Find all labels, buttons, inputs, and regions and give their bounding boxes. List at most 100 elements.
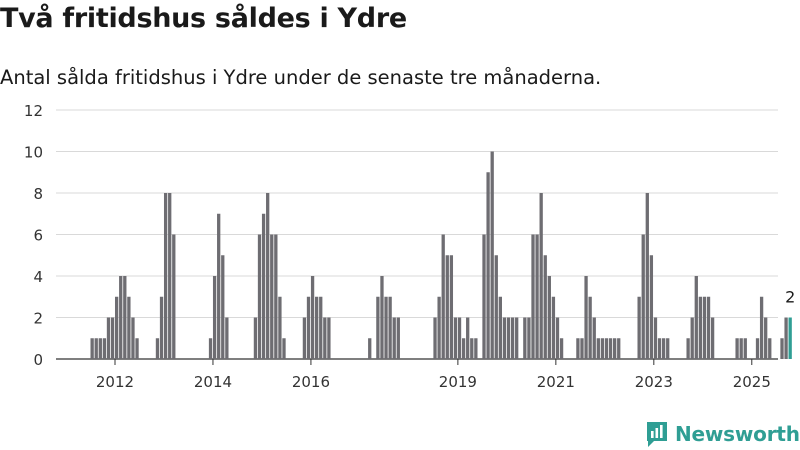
bar: [486, 172, 490, 359]
bar: [114, 296, 119, 359]
bar: [502, 317, 507, 359]
bar: [319, 296, 323, 359]
x-tick-label: 2019: [439, 373, 477, 391]
bar: [588, 296, 592, 359]
bar: [261, 213, 266, 359]
bar: [135, 338, 139, 359]
bar: [433, 317, 437, 359]
bar: [735, 338, 739, 359]
bar: [523, 317, 527, 359]
bar: [384, 296, 388, 359]
bar: [482, 234, 486, 359]
bar: [784, 317, 788, 359]
bar: [282, 338, 286, 359]
bar: [555, 317, 560, 359]
bar: [506, 317, 511, 359]
bar: [494, 255, 498, 359]
bar: [310, 276, 315, 359]
bar: [543, 255, 547, 359]
bar: [706, 296, 711, 359]
bar: [98, 338, 102, 359]
bar: [617, 338, 621, 359]
bar: [710, 317, 715, 359]
bar: [221, 255, 225, 359]
bar: [764, 317, 768, 359]
y-tick-label: 0: [33, 351, 43, 369]
y-tick-label: 2: [33, 310, 43, 328]
bar: [755, 338, 760, 359]
bar: [457, 317, 462, 359]
bar: [257, 234, 262, 359]
bar: [661, 338, 666, 359]
x-tick-label: 2014: [194, 373, 232, 391]
bar: [515, 317, 519, 359]
bar: [208, 338, 213, 359]
bar: [159, 296, 164, 359]
bar: [94, 338, 98, 359]
bar: [449, 255, 454, 359]
newsworthy-brand[interactable]: Newsworthy: [645, 420, 800, 448]
bar: [376, 296, 380, 359]
y-tick-label: 6: [33, 227, 43, 245]
latest-value-label: 2: [785, 288, 795, 307]
bar: [466, 317, 470, 359]
bar: [445, 255, 449, 359]
bar: [323, 317, 327, 359]
x-tick-label: 2016: [292, 373, 330, 391]
bar: [461, 338, 466, 359]
y-tick-label: 12: [24, 102, 43, 120]
bar: [702, 296, 707, 359]
newsworthy-chart-icon: [647, 422, 667, 447]
bar: [592, 317, 596, 359]
bar: [580, 338, 584, 359]
bar: [131, 317, 135, 359]
bar: [225, 317, 229, 359]
x-tick-label: 2025: [733, 373, 771, 391]
bar: [380, 276, 384, 359]
bar: [474, 338, 478, 359]
bar: [551, 296, 556, 359]
bar: [613, 338, 617, 359]
bar: [690, 317, 694, 359]
bar: [490, 151, 494, 359]
bar: [302, 317, 307, 359]
bar: [584, 276, 588, 359]
bar: [392, 317, 396, 359]
bar: [608, 338, 613, 359]
bar: [600, 338, 605, 359]
bar: [396, 317, 400, 359]
bar: [437, 296, 441, 359]
bar: [470, 338, 474, 359]
x-tick-label: 2023: [635, 373, 673, 391]
bar: [768, 338, 772, 359]
y-tick-label: 10: [24, 144, 43, 162]
bar: [686, 338, 690, 359]
bar: [168, 193, 172, 359]
bar: [498, 296, 502, 359]
y-tick-label: 8: [33, 185, 43, 203]
bar: [327, 317, 331, 359]
bar: [172, 234, 176, 359]
bar: [637, 296, 641, 359]
bar: [527, 317, 531, 359]
bar: [102, 338, 107, 359]
bar: [453, 317, 458, 359]
bar-latest: [788, 317, 792, 359]
bar: [653, 317, 658, 359]
bar: [274, 234, 278, 359]
bar: [539, 193, 543, 359]
bar-chart: 0 2 4 6 8 10 12 2012 2014 2016 2019 2021 2023 2025 2: [24, 102, 795, 391]
bar: [315, 296, 319, 359]
chart-subtitle: Antal sålda fritidshus i Ydre under de s…: [0, 66, 602, 89]
bar: [388, 296, 392, 359]
bar: [596, 338, 600, 359]
bar: [739, 338, 743, 359]
bar: [253, 317, 258, 359]
bar: [510, 317, 515, 359]
bar: [547, 276, 551, 359]
bar: [641, 234, 645, 359]
bar: [278, 296, 282, 359]
bar: [119, 276, 123, 359]
bar: [604, 338, 609, 359]
bar: [657, 338, 662, 359]
